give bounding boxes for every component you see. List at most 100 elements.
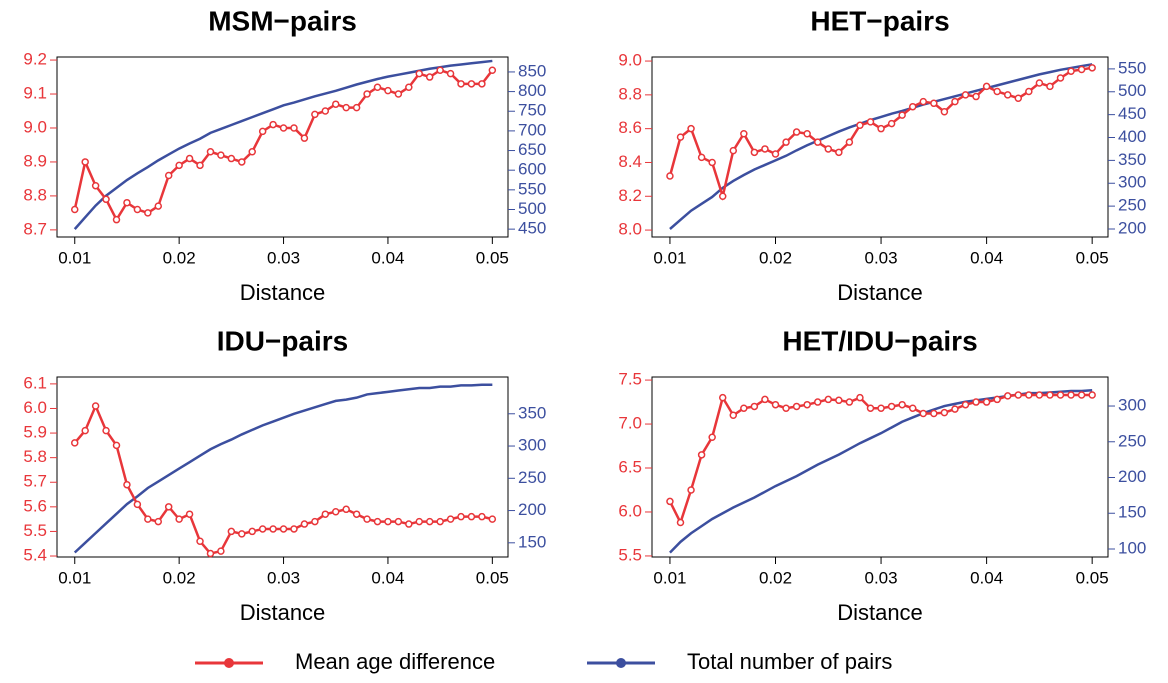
point	[697, 451, 706, 459]
point	[866, 118, 875, 126]
y-tick-label: 6.0	[618, 501, 642, 520]
point	[729, 411, 738, 420]
point	[185, 510, 194, 518]
point	[1003, 91, 1012, 99]
plot-frame	[56, 376, 509, 558]
point	[321, 107, 330, 115]
point	[1035, 391, 1044, 399]
x-tick-label: 0.05	[476, 568, 509, 587]
y2-tick-label: 550	[518, 179, 546, 198]
point	[91, 402, 100, 410]
point	[687, 124, 695, 133]
y2-tick-label: 250	[1118, 196, 1146, 215]
y-tick-label: 5.6	[23, 496, 47, 515]
point	[206, 549, 215, 558]
y2-tick-label: 850	[518, 61, 546, 80]
point	[269, 120, 277, 129]
legend-marker	[224, 658, 234, 668]
y-tick-label: 8.2	[618, 186, 642, 205]
point	[856, 121, 864, 130]
y-tick-label: 7.0	[618, 414, 642, 433]
x-tick-label: 0.05	[1076, 248, 1109, 267]
y2-tick-label: 100	[1118, 538, 1146, 557]
point	[331, 100, 340, 108]
x-axis-label: Distance	[837, 280, 923, 305]
y2-tick-label: 300	[1118, 396, 1146, 415]
point	[300, 134, 309, 142]
point	[908, 404, 917, 412]
point	[290, 124, 298, 132]
point	[1088, 391, 1096, 399]
x-tick-label: 0.03	[865, 568, 898, 587]
point	[898, 111, 906, 119]
point	[1035, 79, 1044, 87]
point	[112, 215, 121, 224]
point	[666, 497, 674, 506]
x-tick-label: 0.05	[1076, 568, 1109, 587]
point	[1077, 65, 1086, 74]
x-tick-label: 0.01	[653, 248, 686, 267]
point	[258, 525, 267, 533]
x-tick-label: 0.01	[58, 248, 91, 267]
y-tick-label: 8.0	[618, 220, 642, 239]
y2-tick-label: 350	[1118, 150, 1146, 169]
point	[676, 518, 685, 527]
point	[248, 527, 256, 536]
point	[415, 517, 424, 526]
point	[436, 517, 444, 526]
x-tick-label: 0.03	[865, 248, 898, 267]
point	[144, 209, 152, 217]
y-tick-label: 5.5	[23, 521, 47, 540]
point	[993, 395, 1001, 404]
point	[279, 124, 288, 132]
point	[133, 500, 142, 509]
point	[951, 97, 959, 106]
point	[457, 512, 465, 521]
point	[750, 402, 759, 411]
point	[1025, 391, 1033, 399]
point	[1014, 391, 1023, 399]
y2-tick-label: 700	[518, 120, 546, 139]
point	[446, 69, 455, 78]
y-tick-label: 8.7	[23, 219, 47, 238]
point	[887, 402, 896, 411]
y-tick-label: 6.5	[618, 457, 642, 476]
series-line	[73, 383, 493, 554]
y2-tick-label: 750	[518, 101, 546, 120]
point	[835, 396, 843, 405]
point	[782, 404, 790, 412]
point	[718, 393, 727, 402]
point	[961, 91, 970, 99]
point	[467, 80, 476, 88]
point	[227, 154, 236, 163]
point	[384, 517, 392, 526]
point	[761, 145, 769, 153]
y-tick-label: 9.2	[23, 50, 47, 69]
point	[1046, 391, 1054, 399]
point	[919, 409, 928, 418]
panel-title: MSM−pairs	[208, 5, 357, 36]
point	[175, 515, 183, 523]
point	[164, 171, 173, 180]
point	[1056, 74, 1065, 82]
point	[803, 129, 811, 138]
point	[993, 87, 1001, 96]
y2-tick-label: 400	[1118, 127, 1146, 146]
point	[856, 393, 864, 402]
point	[81, 426, 89, 435]
y-tick-label: 7.5	[618, 370, 642, 389]
point	[269, 525, 277, 533]
point	[70, 439, 79, 447]
point	[1003, 392, 1012, 400]
y-tick-label: 5.7	[23, 472, 47, 491]
point	[887, 119, 896, 128]
point	[803, 400, 811, 409]
point	[824, 145, 833, 153]
x-tick-label: 0.02	[759, 568, 792, 587]
point	[940, 408, 949, 417]
point	[206, 148, 215, 156]
point	[467, 512, 476, 521]
point	[300, 520, 309, 528]
point	[279, 525, 288, 533]
point	[951, 405, 959, 413]
